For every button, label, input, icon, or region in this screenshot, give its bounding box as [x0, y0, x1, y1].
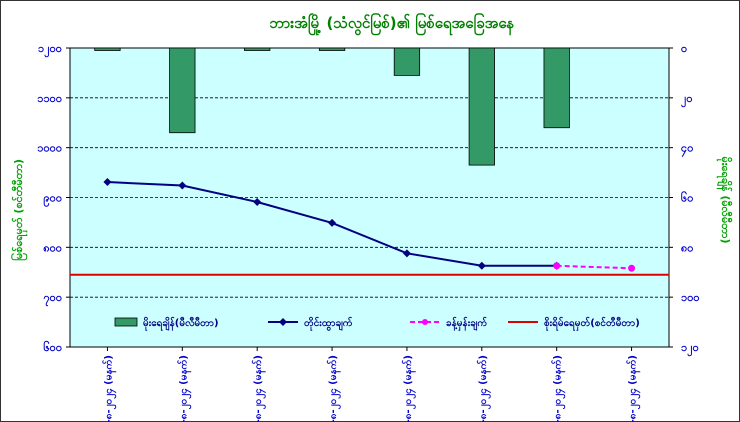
left-tick-label: ၁၀၀၀ [37, 142, 62, 155]
rainfall-bar [318, 47, 346, 51]
rainfall-bar [468, 47, 495, 166]
legend-label: စိုးရိမ်ရေမှတ်(စင်တီမီတာ) [544, 316, 640, 332]
plot-area [69, 47, 670, 348]
x-axis-ticks: ၁-၈-၂၀၂၄ (မနက်) ၂-၈-၂၀၂၄ (မနက်) ၃-၈-၂၀၂၄ (… [101, 347, 642, 422]
forecast-point [628, 264, 636, 272]
left-tick-label: ၉၀၀ [43, 192, 62, 208]
x-tick-label: ၈-၈-၂၀၂၄ (မနက်) [626, 355, 642, 422]
left-tick-label: ၁၂၀၀ [38, 42, 62, 58]
forecast-line [556, 264, 632, 270]
rainfall-bar [169, 47, 196, 134]
x-tick-label: ၅-၈-၂၀၂၄ (မနက်) [401, 355, 417, 422]
y-axis-left-title: မြစ်ရေမှတ် (စင်တီမီတာ) [10, 159, 28, 261]
legend-label: တိုင်းထွာချက် [304, 316, 353, 332]
y-axis-right-title: မိုးရေချိန် (မီလီမီတာ) [716, 157, 733, 244]
measured-point [103, 178, 112, 187]
legend: မိုးရေချိန်(မီလီမီတာ) တိုင်းထွာချက် ခန့်မှ… [114, 316, 640, 332]
rainfall-bar [244, 47, 271, 51]
rainfall-bars [94, 47, 570, 166]
water-level-lines [103, 178, 636, 272]
x-tick-label: ၁-၈-၂၀၂၄ (မနက်) [101, 355, 117, 422]
right-tick-label: ၂၀ [681, 92, 693, 108]
left-tick-label: ၇၀၀ [43, 291, 62, 307]
right-tick-label: ၄၀ [681, 142, 693, 158]
forecast-point [553, 262, 561, 270]
legend-marker-measured [279, 318, 287, 326]
right-tick-label: ၁၂၀ [681, 341, 699, 357]
x-tick-label: ၄-၈-၂၀၂၄ (မနက်) [326, 355, 342, 422]
rainfall-bar [393, 47, 421, 76]
measured-point [477, 261, 486, 270]
right-tick-label: ၁၀၀ [681, 291, 700, 304]
rainfall-bar [94, 47, 121, 51]
legend-label: ခန့်မှန်းချက် [446, 316, 487, 332]
measured-point [178, 181, 187, 190]
rainfall-bar [543, 47, 570, 129]
measured-point [402, 249, 411, 258]
right-tick-label: ၆၀ [681, 192, 693, 205]
x-tick-label: ၂-၈-၂၀၂၄ (မနက်) [176, 355, 192, 422]
measured-point [328, 218, 337, 227]
legend-swatch-rainfall [114, 317, 138, 327]
left-tick-label: ၆၀၀ [43, 341, 62, 354]
legend-marker-forecast [422, 319, 428, 325]
right-tick-label: ၈၀ [681, 241, 693, 254]
measured-point [253, 197, 262, 206]
x-tick-label: ၃-၈-၂၀၂၄ (မနက်) [251, 355, 267, 422]
left-tick-label: ၁၁၀၀ [37, 92, 62, 105]
x-tick-label: ၆-၈-၂၀၂၄ (မနက်) [476, 355, 492, 422]
x-tick-label: ၇-၈-၂၀၂၄ (မနက်) [551, 355, 567, 422]
right-tick-label: ၀ [681, 42, 687, 55]
legend-label: မိုးရေချိန်(မီလီမီတာ) [143, 316, 219, 332]
left-tick-label: ၈၀၀ [43, 241, 62, 254]
